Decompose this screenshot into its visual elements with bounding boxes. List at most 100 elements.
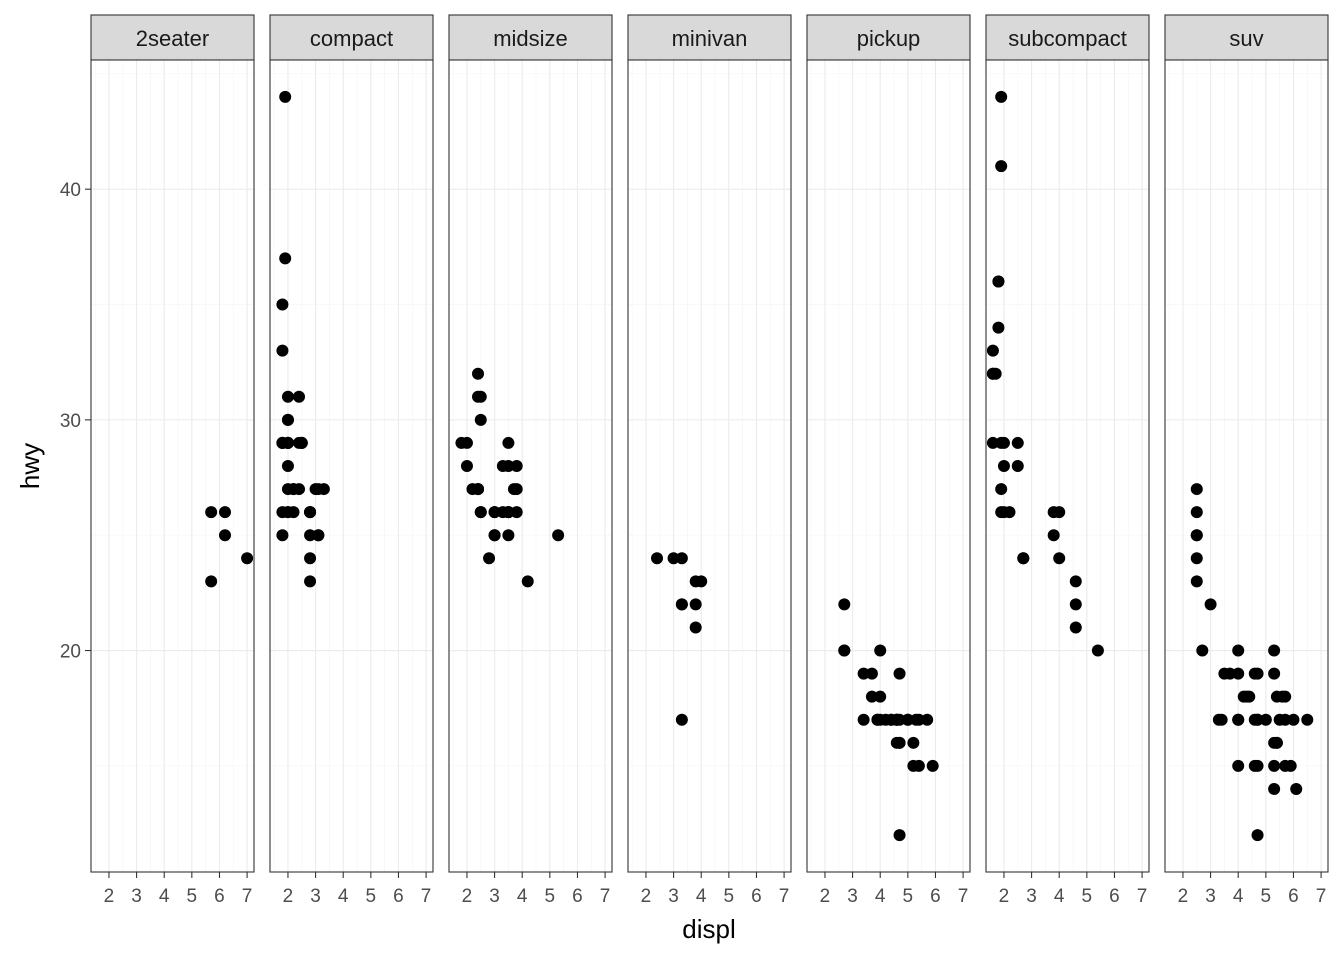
- x-tick-label: 2: [283, 886, 294, 907]
- data-point: [1011, 436, 1024, 449]
- data-point: [907, 736, 920, 749]
- data-point: [1190, 552, 1203, 565]
- y-tick-label: 30: [60, 411, 81, 432]
- data-point: [1290, 782, 1303, 795]
- data-point: [885, 713, 898, 726]
- panel-border: [90, 59, 255, 873]
- data-point: [912, 759, 925, 772]
- data-point: [890, 736, 903, 749]
- plot-area: [628, 60, 791, 872]
- plot-area: [270, 60, 433, 872]
- data-point: [995, 90, 1008, 103]
- data-point: [1251, 759, 1264, 772]
- data-point: [838, 598, 851, 611]
- x-tick-label: 2: [999, 886, 1010, 907]
- data-point: [1251, 667, 1264, 680]
- data-point: [651, 552, 664, 565]
- data-point: [901, 713, 914, 726]
- x-tick-label: 6: [393, 886, 404, 907]
- x-tick-label: 3: [489, 886, 500, 907]
- data-point: [874, 644, 887, 657]
- plot-area: [807, 60, 970, 872]
- x-tick-label: 5: [724, 886, 735, 907]
- data-point: [1243, 690, 1256, 703]
- data-point: [483, 552, 496, 565]
- data-point: [893, 667, 906, 680]
- x-tick-label: 7: [779, 886, 790, 907]
- data-point: [304, 552, 317, 565]
- data-point: [1069, 575, 1082, 588]
- data-point: [1011, 460, 1024, 472]
- x-tick-label: 6: [751, 886, 762, 907]
- data-point: [874, 713, 887, 726]
- data-point: [1069, 621, 1082, 634]
- data-point: [281, 436, 294, 449]
- facet-strip-label: suv: [1229, 26, 1263, 51]
- x-tick-label: 2: [820, 886, 831, 907]
- x-tick-label: 5: [903, 886, 914, 907]
- x-tick-label: 3: [310, 886, 321, 907]
- data-point: [912, 713, 925, 726]
- data-point: [276, 529, 289, 542]
- data-point: [276, 298, 289, 311]
- data-point: [293, 483, 306, 496]
- x-tick-label: 3: [1026, 886, 1037, 907]
- data-point: [460, 436, 473, 449]
- data-point: [986, 436, 999, 449]
- x-tick-label: 6: [1109, 886, 1120, 907]
- data-point: [893, 829, 906, 842]
- data-point: [1190, 575, 1203, 588]
- x-tick-label: 4: [875, 886, 886, 907]
- data-point: [997, 436, 1010, 449]
- x-tick-label: 4: [159, 886, 170, 907]
- data-point: [474, 506, 487, 519]
- x-tick-label: 5: [366, 886, 377, 907]
- data-point: [309, 483, 322, 496]
- y-axis: 20 30 40: [60, 180, 91, 663]
- facet-strip-label: midsize: [493, 26, 568, 51]
- data-point: [304, 506, 317, 519]
- data-point: [1091, 644, 1104, 657]
- facet-panel-minivan: minivan 2 3 4 5 6 7: [627, 14, 792, 907]
- plot-area: [91, 60, 254, 872]
- x-tick-label: 5: [1261, 886, 1272, 907]
- data-point: [675, 598, 688, 611]
- data-point: [1232, 644, 1245, 657]
- data-point: [510, 506, 523, 519]
- facet-strip-label: pickup: [857, 26, 921, 51]
- x-tick-label: 7: [242, 886, 253, 907]
- data-point: [276, 344, 289, 357]
- data-point: [1232, 759, 1245, 772]
- facet-panel-subcompact: subcompact 2 3 4 5 6 7: [985, 14, 1150, 907]
- data-point: [205, 506, 218, 519]
- x-tick-label: 4: [696, 886, 707, 907]
- data-point: [488, 506, 501, 519]
- data-point: [521, 575, 534, 588]
- data-point: [1279, 690, 1292, 703]
- y-axis-title: hwy: [15, 443, 45, 489]
- facet-panel-pickup: pickup 2 3 4 5 6 7: [806, 14, 971, 907]
- data-point: [1268, 667, 1281, 680]
- data-point: [1190, 529, 1203, 542]
- data-point: [1251, 829, 1264, 842]
- plot-area: [1165, 60, 1328, 872]
- data-point: [474, 390, 487, 403]
- data-point: [1190, 506, 1203, 519]
- data-point: [1215, 713, 1228, 726]
- panel-border: [1164, 59, 1329, 873]
- data-point: [667, 552, 680, 565]
- data-point: [675, 713, 688, 726]
- data-point: [218, 506, 231, 519]
- data-point: [488, 529, 501, 542]
- data-point: [472, 483, 485, 496]
- panel-border: [627, 59, 792, 873]
- data-point: [995, 160, 1008, 173]
- facet-strip: [985, 14, 1150, 61]
- data-point: [460, 460, 473, 472]
- data-point: [295, 436, 308, 449]
- x-tick-label: 5: [1082, 886, 1093, 907]
- data-point: [1270, 736, 1283, 749]
- data-point: [997, 460, 1010, 472]
- data-point: [279, 90, 292, 103]
